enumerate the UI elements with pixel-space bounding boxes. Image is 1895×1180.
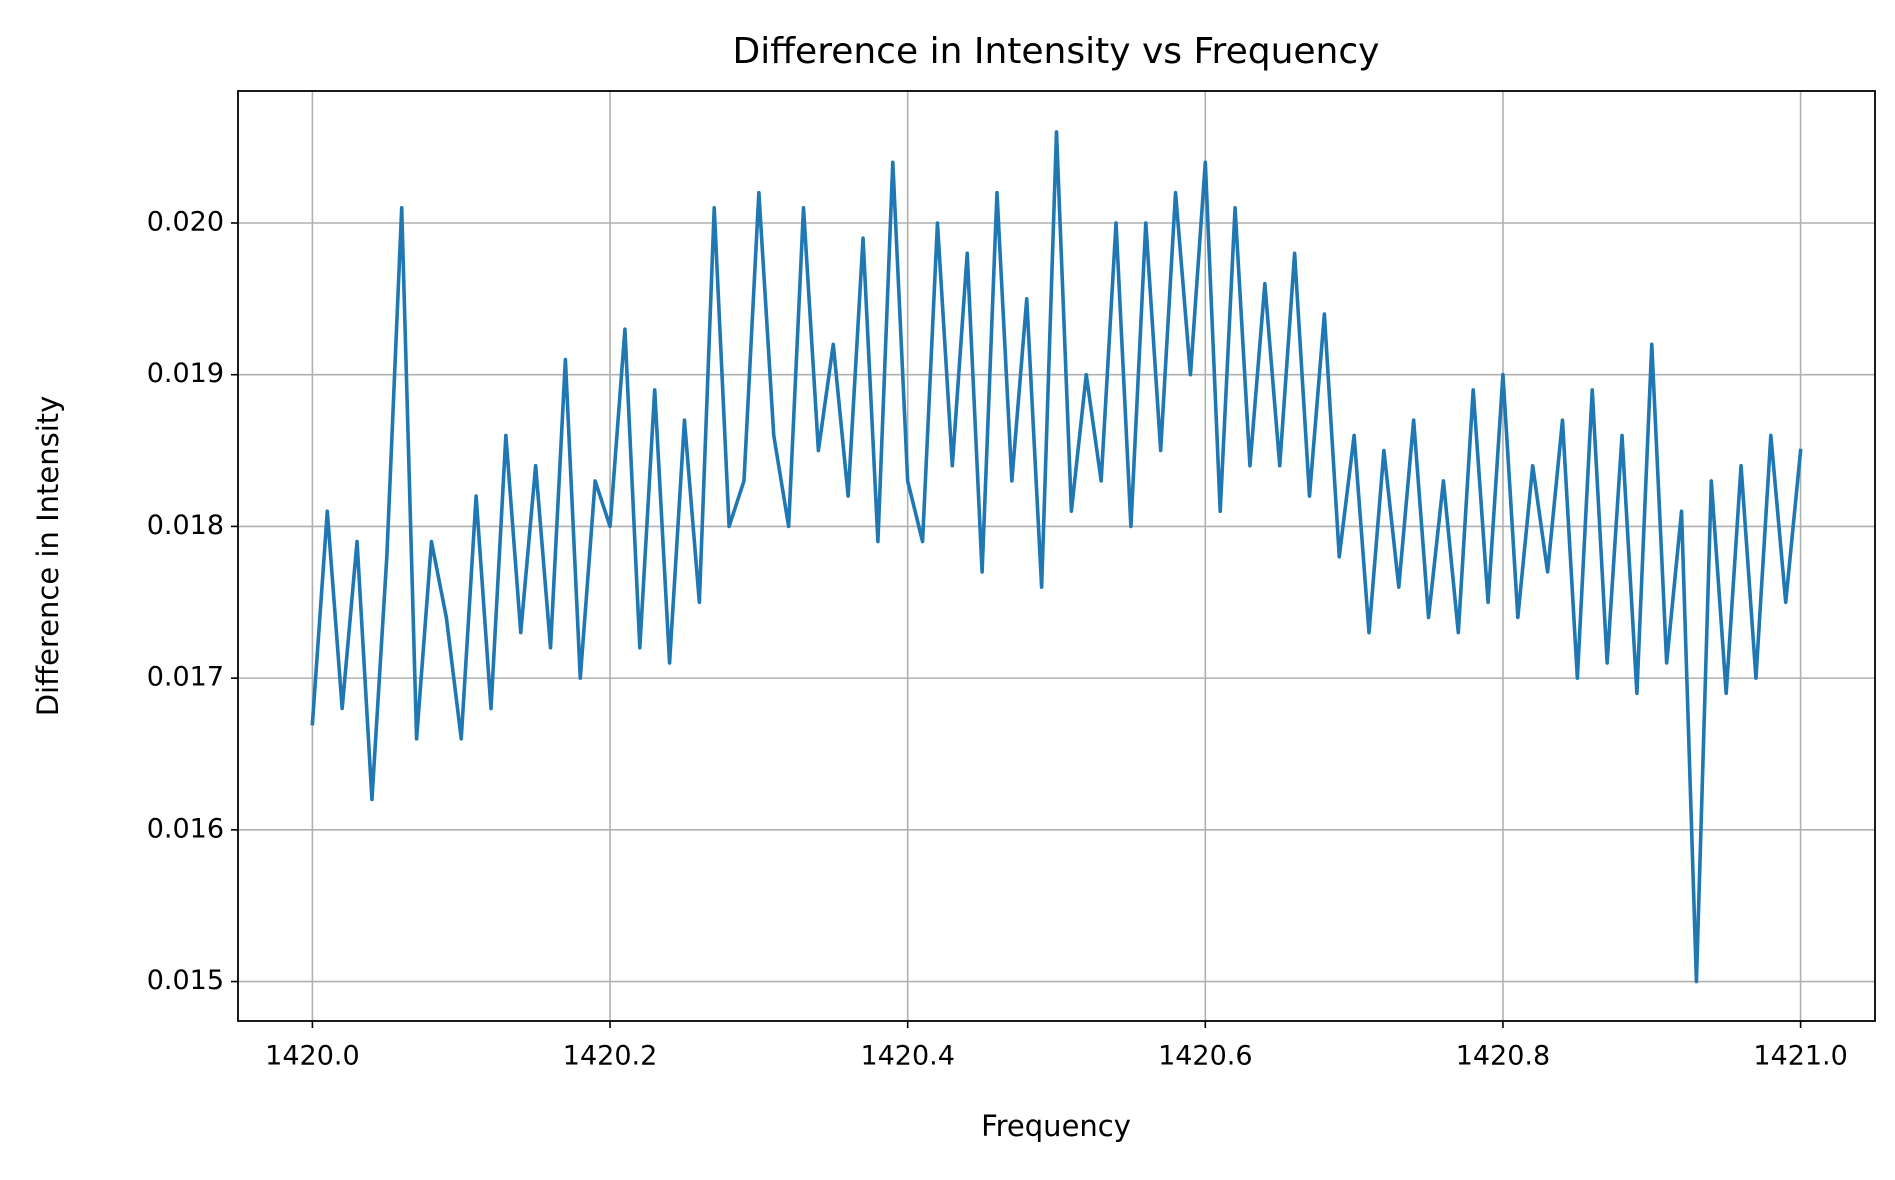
y-tick-label: 0.018 [147, 510, 224, 541]
y-tick-label: 0.016 [147, 813, 224, 844]
x-tick-label: 1420.6 [1158, 1041, 1252, 1072]
y-axis-label: Difference in Intensity [31, 396, 65, 717]
x-tick-label: 1420.2 [563, 1041, 657, 1072]
y-tick-label: 0.015 [147, 965, 224, 996]
y-tick-label: 0.017 [147, 662, 224, 693]
x-tick-label: 1420.4 [860, 1041, 954, 1072]
x-tick-label: 1420.0 [265, 1041, 359, 1072]
plot-frame [237, 90, 1876, 1022]
x-tick-label: 1420.8 [1456, 1041, 1550, 1072]
data-line [310, 130, 1803, 984]
y-tick-label: 0.019 [147, 358, 224, 389]
x-axis-label: Frequency [981, 1109, 1131, 1143]
x-tick-label: 1421.0 [1753, 1041, 1847, 1072]
chart-title: Difference in Intensity vs Frequency [733, 31, 1380, 72]
y-tick-label: 0.020 [147, 206, 224, 237]
